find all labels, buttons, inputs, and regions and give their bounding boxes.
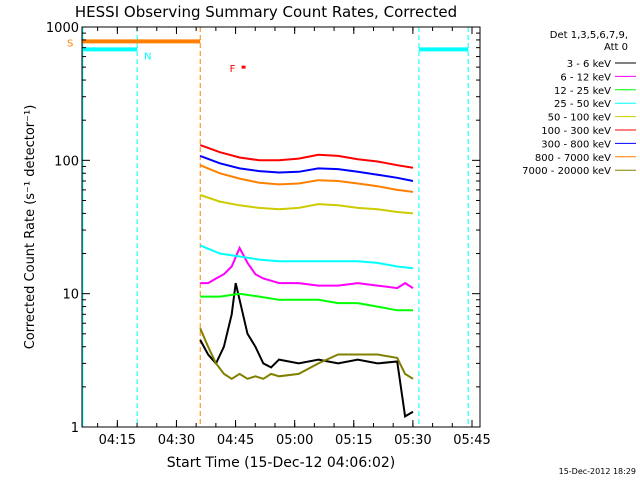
- flag-label-n: N: [144, 51, 151, 62]
- legend-header-line: Att 0: [604, 42, 628, 53]
- x-tick-label: 05:30: [394, 433, 431, 448]
- series-line-7: [199, 164, 414, 193]
- series-line-3: [199, 244, 414, 270]
- flag-label-s: S: [67, 38, 73, 49]
- x-tick-label: 04:15: [99, 433, 136, 448]
- legend-entry-label: 100 - 300 keV: [541, 126, 611, 137]
- x-tick-label: 04:45: [217, 433, 254, 448]
- x-axis-label: Start Time (15-Dec-12 04:06:02): [167, 455, 395, 471]
- series-line-0: [199, 282, 414, 419]
- y-tick-label: 100: [54, 154, 79, 169]
- y-tick-label: 10: [62, 288, 79, 303]
- series-line-8: [199, 327, 414, 380]
- plot-frame: [81, 26, 481, 428]
- series-line-5: [199, 144, 414, 169]
- footer-timestamp: 15-Dec-2012 18:29: [559, 467, 636, 476]
- legend-entry-label: 3 - 6 keV: [567, 59, 611, 70]
- x-tick-label: 04:30: [158, 433, 195, 448]
- series-line-2: [200, 292, 413, 312]
- x-tick-label: 05:00: [276, 433, 313, 448]
- flag-label-f: F: [230, 64, 236, 75]
- plot-area: S N F 04:15 04:30 04:45 05:00 05:15 05:30 05:45 1 1…: [46, 21, 491, 448]
- y-tick-label: 1000: [46, 21, 79, 36]
- legend-entry-label: 7000 - 20000 keV: [522, 166, 611, 177]
- legend-entry-label: 12 - 25 keV: [554, 86, 611, 97]
- legend-header-line: Det 1,3,5,6,7,9,: [550, 30, 628, 41]
- legend-entry-label: 50 - 100 keV: [548, 113, 612, 124]
- series-line-4: [199, 194, 414, 215]
- legend-entry-label: 800 - 7000 keV: [535, 153, 611, 164]
- y-axis-label: Corrected Count Rate (s⁻¹ detector⁻¹): [23, 105, 38, 350]
- y-tick-label: 1: [71, 421, 79, 436]
- series-line-1: [200, 245, 414, 290]
- legend-entry-label: 6 - 12 keV: [560, 72, 611, 83]
- x-tick-label: 05:15: [335, 433, 372, 448]
- legend-entry-label: 25 - 50 keV: [554, 99, 611, 110]
- legend: Det 1,3,5,6,7,9,Att 0 3 - 6 keV 6 - 12 keV…: [522, 30, 636, 177]
- series-line-6: [199, 154, 414, 182]
- x-tick-label: 05:45: [453, 433, 490, 448]
- legend-entry-label: 300 - 800 keV: [541, 139, 611, 150]
- chart-title: HESSI Observing Summary Count Rates, Cor…: [75, 3, 457, 21]
